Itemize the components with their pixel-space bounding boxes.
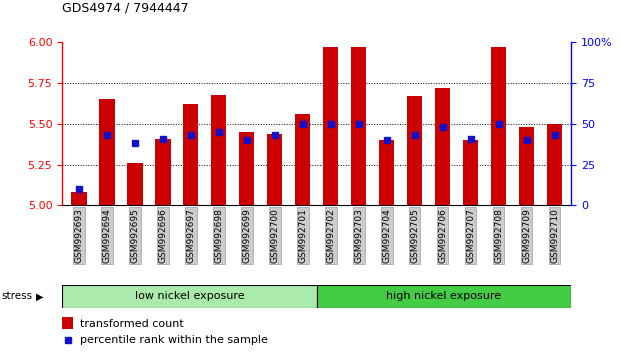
Bar — [155, 138, 171, 205]
Bar — [183, 104, 199, 205]
Bar — [435, 88, 450, 205]
Bar — [379, 140, 394, 205]
Bar — [463, 140, 478, 205]
Text: GDS4974 / 7944447: GDS4974 / 7944447 — [62, 2, 189, 15]
Text: stress: stress — [1, 291, 32, 302]
Bar — [547, 124, 562, 205]
Bar — [351, 47, 366, 205]
Text: transformed count: transformed count — [80, 319, 184, 329]
Bar — [317, 285, 571, 308]
Bar — [71, 192, 86, 205]
Bar — [211, 95, 227, 205]
Bar — [62, 285, 317, 308]
Bar — [323, 47, 338, 205]
Bar — [295, 114, 310, 205]
Text: high nickel exposure: high nickel exposure — [386, 291, 502, 302]
Bar — [491, 47, 506, 205]
Text: low nickel exposure: low nickel exposure — [135, 291, 244, 302]
Bar — [407, 96, 422, 205]
Bar — [239, 132, 255, 205]
Bar — [519, 127, 534, 205]
Text: percentile rank within the sample: percentile rank within the sample — [80, 335, 268, 345]
Bar — [127, 163, 143, 205]
Text: ▶: ▶ — [36, 291, 43, 302]
Bar — [62, 317, 73, 329]
Bar — [99, 99, 114, 205]
Bar — [267, 134, 283, 205]
